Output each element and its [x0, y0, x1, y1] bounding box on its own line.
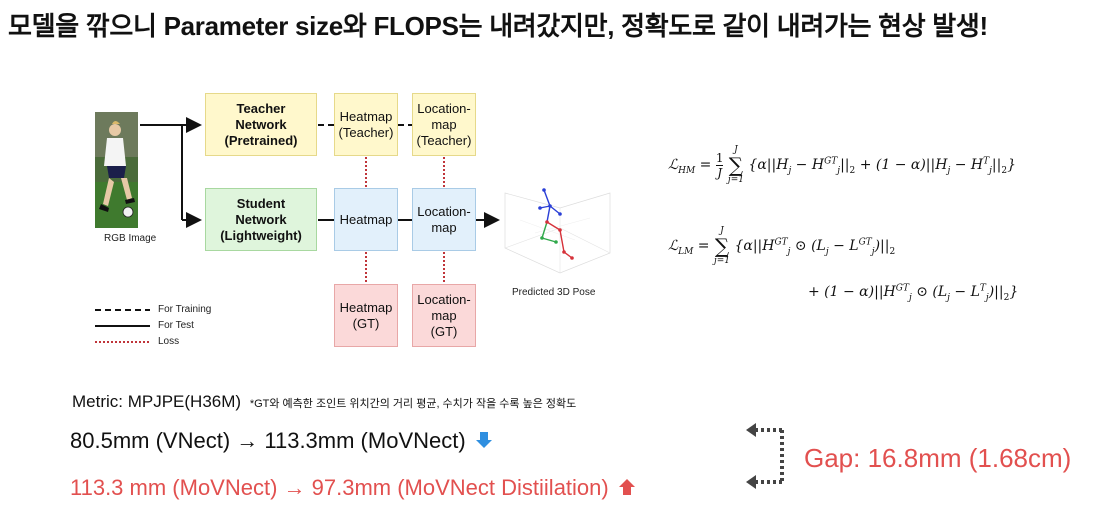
locationmap-teacher-line-2: map: [431, 116, 457, 132]
heatmap-student-label: Heatmap: [339, 211, 393, 227]
arrow-up-icon: [618, 479, 635, 495]
locationmap-teacher-line-3: (Teacher): [416, 132, 472, 148]
locationmap-gt-line-3: (GT): [430, 323, 458, 339]
locationmap-teacher-line-1: Location-: [417, 100, 471, 116]
comparison-line-1-text: 80.5mm (VNect) → 113.3mm (MoVNect): [70, 428, 466, 453]
formula-heatmap-loss: ℒHM = 1 J J ∑ j=1 {α||Hj − HGTj||2 + (1 …: [668, 145, 1016, 185]
heatmap-teacher-line-2: (Teacher): [338, 124, 394, 140]
locationmap-teacher-box: Location- map (Teacher): [412, 93, 476, 156]
legend-training: For Training: [158, 304, 212, 315]
rgb-image-label: RGB Image: [104, 233, 157, 244]
formula-locationmap-loss: ℒLM = J ∑ j=1 {α||HGTj ⊙ (Lj − LGTj)||2: [668, 226, 896, 266]
student-network-box: Student Network (Lightweight): [205, 188, 317, 251]
gap-bracket-icon: [746, 423, 784, 489]
locationmap-student-line-2: map: [431, 219, 457, 235]
legend-loss: Loss: [158, 336, 180, 347]
comparison-line-1: 80.5mm (VNect) → 113.3mm (MoVNect): [70, 428, 494, 454]
teacher-network-line-2: Network: [235, 116, 287, 132]
student-network-line-1: Student: [236, 195, 286, 211]
formula-locationmap-loss-cont: + (1 − α)||HGTj ⊙ (Lj − LTj)||2}: [808, 283, 1019, 303]
comparison-line-2: 113.3 mm (MoVNect) → 97.3mm (MoVNect Dis…: [70, 475, 637, 501]
locationmap-student-box: Location- map: [412, 188, 476, 251]
heatmap-gt-line-1: Heatmap: [339, 299, 393, 315]
page-title: 모델을 깎으니 Parameter size와 FLOPS는 내려갔지만, 정확…: [8, 11, 988, 41]
predicted-3d-pose-plot: [500, 178, 620, 278]
gap-label: Gap: 16.8mm (1.68cm): [804, 443, 1072, 473]
locationmap-gt-line-1: Location-: [417, 291, 471, 307]
locationmap-student-line-1: Location-: [417, 203, 471, 219]
predicted-3d-pose-label: Predicted 3D Pose: [512, 287, 596, 298]
comparison-line-2-text: 113.3 mm (MoVNect) → 97.3mm (MoVNect Dis…: [70, 475, 609, 500]
arrow-down-icon: [475, 432, 492, 448]
metric-label: Metric: MPJPE(H36M): [72, 392, 242, 411]
teacher-network-line-3: (Pretrained): [224, 132, 298, 148]
teacher-network-box: Teacher Network (Pretrained): [205, 93, 317, 156]
locationmap-gt-box: Location- map (GT): [412, 284, 476, 347]
heatmap-teacher-box: Heatmap (Teacher): [334, 93, 398, 156]
student-network-line-3: (Lightweight): [220, 227, 302, 243]
teacher-network-line-1: Teacher: [236, 100, 286, 116]
heatmap-student-box: Heatmap: [334, 188, 398, 251]
diagram-connectors: [95, 117, 500, 343]
metric-note: *GT와 예측한 조인트 위치간의 거리 평균, 수치가 작을 수록 높은 정확…: [249, 398, 577, 410]
heatmap-teacher-line-1: Heatmap: [339, 108, 393, 124]
student-network-line-2: Network: [235, 211, 287, 227]
rgb-image: [95, 112, 138, 228]
locationmap-gt-line-2: map: [431, 307, 457, 323]
legend-test: For Test: [158, 320, 194, 331]
heatmap-gt-line-2: (GT): [352, 315, 380, 331]
metric-line: Metric: MPJPE(H36M) *GT와 예측한 조인트 위치간의 거리…: [72, 392, 576, 412]
heatmap-gt-box: Heatmap (GT): [334, 284, 398, 347]
